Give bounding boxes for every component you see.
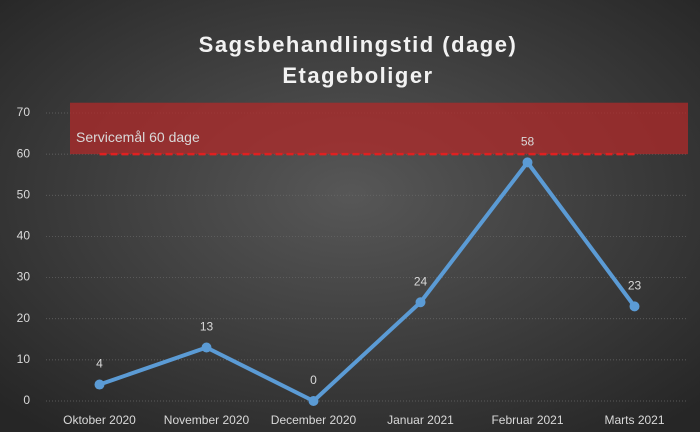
point — [201, 342, 212, 353]
y-tick-label: 40 — [17, 229, 31, 243]
y-tick-label: 60 — [17, 146, 31, 160]
target-label: Servicemål 60 dage — [76, 129, 200, 145]
point — [415, 297, 426, 308]
y-tick-label: 10 — [17, 352, 31, 366]
chart-title: Sagsbehandlingstid (dage) — [199, 32, 518, 57]
y-tick-label: 50 — [17, 187, 31, 201]
point — [94, 379, 105, 390]
x-tick-label: Marts 2021 — [604, 413, 664, 427]
data-label: 13 — [200, 320, 214, 334]
point — [629, 301, 640, 312]
x-tick-label: Februar 2021 — [491, 413, 563, 427]
x-tick-label: Januar 2021 — [387, 413, 454, 427]
data-label: 4 — [96, 357, 103, 371]
y-tick-label: 0 — [23, 393, 30, 407]
data-label: 58 — [521, 135, 535, 149]
chart-subtitle: Etageboliger — [282, 63, 433, 88]
data-label: 23 — [628, 279, 642, 293]
line — [98, 160, 637, 403]
target-band — [70, 102, 688, 155]
x-tick-label: December 2020 — [271, 413, 357, 427]
point — [522, 157, 533, 168]
point — [308, 396, 319, 406]
y-tick-label: 30 — [17, 270, 31, 284]
x-tick-label: November 2020 — [164, 413, 250, 427]
data-label: 0 — [310, 373, 317, 387]
y-tick-label: 20 — [17, 311, 31, 325]
data-label: 24 — [414, 274, 428, 288]
y-tick-label: 70 — [17, 105, 31, 119]
x-tick-label: Oktober 2020 — [63, 413, 136, 427]
